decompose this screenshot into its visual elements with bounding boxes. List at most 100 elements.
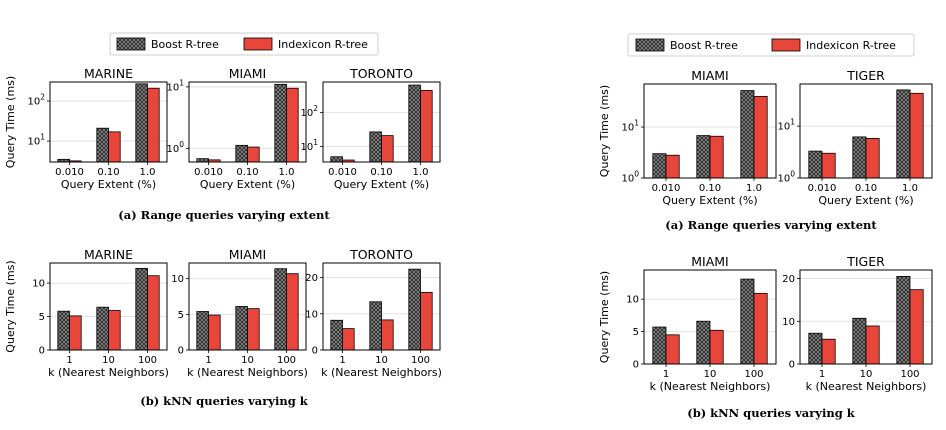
x-tick-label: 10 (860, 369, 873, 380)
bar-boost-2 (135, 267, 148, 351)
chart-title: TORONTO (349, 66, 413, 81)
plot-frame (322, 262, 441, 351)
x-tick-label: 100 (900, 369, 919, 380)
x-tick-label: 0.10 (97, 167, 119, 178)
y-tick-label: 10 (305, 309, 318, 320)
x-tick-label: 1 (205, 355, 211, 366)
plot-frame (322, 81, 441, 163)
legend-left: Boost R-tree Indexicon R-tree (109, 32, 379, 56)
x-axis-label: Query Extent (%) (61, 178, 156, 191)
x-tick-label: 0.010 (194, 167, 223, 178)
chart-lb1: 1 10 100 0 5 10 MARINE k (Nearest Neighbors) Que… (4, 247, 169, 379)
y-tick-label: 10 (782, 317, 795, 328)
bar-boost-0 (196, 158, 209, 163)
y-tick-label: 0 (39, 346, 45, 357)
bar-boost-0 (196, 311, 209, 351)
plot-frame (799, 83, 933, 179)
chart-title: MARINE (84, 247, 133, 262)
chart-lb2: 1 10 100 0 5 10 MIAMI k (Nearest Neighbors) (171, 247, 308, 379)
bar-indexicon-2 (753, 292, 768, 365)
legend-right-boost-swatch (635, 38, 665, 52)
bar-boost-0 (652, 326, 667, 365)
x-tick-label: 10 (241, 355, 254, 366)
bar-indexicon-0 (665, 334, 680, 365)
y-tick-label: 10 (171, 274, 184, 285)
y-tick-label: 0 (312, 346, 318, 357)
bar-boost-2 (274, 83, 287, 163)
bar-boost-2 (740, 278, 755, 365)
chart-title: TIGER (846, 68, 885, 83)
caption-right-a: (a) Range queries varying extent (665, 218, 877, 232)
x-axis-label: k (Nearest Neighbors) (187, 366, 308, 379)
x-tick-label: 1 (663, 369, 669, 380)
bar-indexicon-2 (286, 273, 299, 351)
x-tick-label: 10 (375, 355, 388, 366)
bar-boost-1 (369, 131, 382, 163)
legend-right: Boost R-tree Indexicon R-tree (627, 33, 915, 57)
x-axis-label: k (Nearest Neighbors) (650, 380, 771, 393)
y-tick-label: 101 (621, 119, 639, 134)
bar-boost-2 (135, 83, 148, 163)
y-tick-label: 100 (777, 170, 795, 185)
x-tick-label: 0.010 (328, 167, 357, 178)
y-tick-label: 10 (32, 279, 45, 290)
y-tick-label: 100 (166, 140, 184, 155)
x-axis-label: k (Nearest Neighbors) (321, 366, 442, 379)
bar-indexicon-1 (108, 310, 121, 351)
y-tick-label: 100 (621, 170, 639, 185)
bar-indexicon-1 (709, 329, 724, 365)
bar-indexicon-1 (381, 135, 394, 163)
bar-boost-0 (330, 319, 343, 351)
bar-boost-1 (696, 135, 711, 179)
x-tick-label: 1 (66, 355, 72, 366)
legend-right-indexicon-label: Indexicon R-tree (806, 39, 896, 52)
bar-boost-1 (852, 136, 867, 179)
bar-indexicon-0 (821, 338, 836, 365)
x-tick-label: 1 (339, 355, 345, 366)
chart-title: MIAMI (229, 66, 267, 81)
bar-boost-1 (235, 144, 248, 163)
y-tick-label: 0 (789, 360, 795, 371)
y-axis-label: Query Time (ms) (4, 260, 17, 352)
plot-frame (643, 83, 777, 179)
bar-boost-1 (369, 301, 382, 351)
x-tick-label: 100 (744, 369, 763, 380)
y-tick-label: 20 (782, 274, 795, 285)
y-axis-label: Query Time (ms) (598, 271, 611, 363)
x-axis-label: Query Extent (%) (818, 194, 913, 207)
bar-indexicon-0 (208, 314, 221, 351)
bar-boost-2 (408, 268, 421, 351)
bar-indexicon-1 (381, 319, 394, 351)
bar-indexicon-2 (753, 95, 768, 179)
chart-ra1: 0.010 0.10 1.0 100 101 MIAMI Query Extent (%) Q… (598, 68, 777, 207)
bar-boost-1 (96, 306, 109, 351)
chart-title: MIAMI (691, 68, 729, 83)
x-tick-label: 10 (102, 355, 115, 366)
x-tick-label: 1.0 (902, 183, 918, 194)
x-axis-label: Query Extent (%) (662, 194, 757, 207)
bar-indexicon-2 (147, 87, 160, 163)
x-tick-label: 0.010 (55, 167, 84, 178)
bar-indexicon-0 (821, 152, 836, 179)
chart-title: MIAMI (691, 254, 729, 269)
bar-boost-2 (740, 90, 755, 179)
y-axis-label: Query Time (ms) (598, 85, 611, 177)
bar-indexicon-1 (247, 308, 260, 351)
x-tick-label: 100 (138, 355, 157, 366)
bar-boost-1 (696, 320, 711, 365)
caption-left-b: (b) kNN queries varying k (140, 394, 309, 408)
bar-boost-1 (235, 306, 248, 351)
chart-title: MARINE (84, 66, 133, 81)
x-axis-label: Query Extent (%) (334, 178, 429, 191)
bar-indexicon-0 (69, 315, 82, 351)
bar-boost-0 (57, 310, 70, 351)
bar-indexicon-2 (286, 87, 299, 163)
y-tick-label: 101 (300, 138, 318, 153)
x-tick-label: 1.0 (279, 167, 295, 178)
chart-ra2: 0.010 0.10 1.0 100 101 TIGER Query Extent (%) (777, 68, 933, 207)
y-tick-label: 5 (633, 327, 639, 338)
y-tick-label: 101 (166, 78, 184, 93)
chart-title: TORONTO (349, 247, 413, 262)
bar-boost-2 (896, 89, 911, 179)
y-tick-label: 10 (626, 295, 639, 306)
